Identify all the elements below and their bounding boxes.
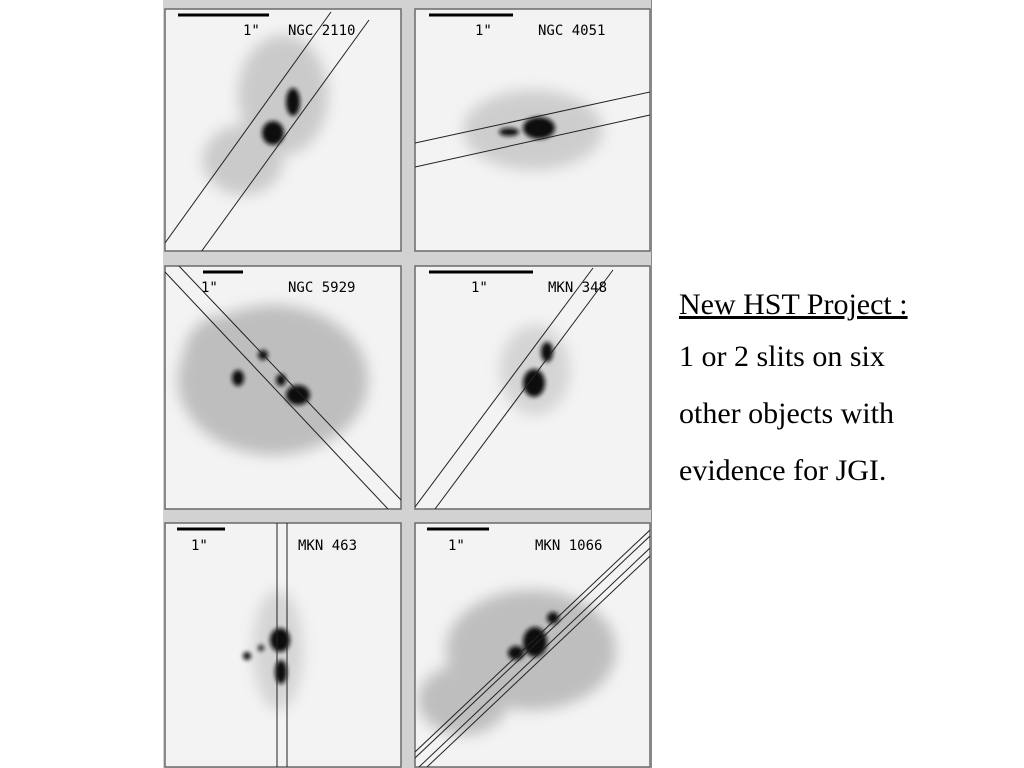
hst-image-mosaic: 1" NGC 2110 1" NGC 4051 bbox=[163, 0, 652, 768]
scale-label: 1" bbox=[448, 538, 465, 554]
object-name-label: NGC 5929 bbox=[288, 280, 355, 296]
scale-label: 1" bbox=[243, 23, 260, 39]
panel-ngc-5929: 1" NGC 5929 bbox=[164, 265, 402, 510]
vertical-divider bbox=[651, 0, 652, 768]
body-line: other objects with bbox=[679, 397, 894, 430]
panel-mkn-1066: 1" MKN 1066 bbox=[414, 522, 651, 768]
panel-mkn-463: 1" MKN 463 bbox=[164, 522, 402, 768]
panel-ngc-2110: 1" NGC 2110 bbox=[164, 8, 402, 252]
slide-heading: New HST Project : bbox=[679, 288, 908, 321]
object-name-label: NGC 4051 bbox=[538, 23, 605, 39]
body-line: 1 or 2 slits on six bbox=[679, 340, 885, 373]
scale-label: 1" bbox=[201, 280, 218, 296]
panel-mkn-348: 1" MKN 348 bbox=[414, 265, 651, 510]
object-name-label: MKN 348 bbox=[548, 280, 607, 296]
object-name-label: MKN 463 bbox=[298, 538, 357, 554]
slide-body: 1 or 2 slits on six other objects with e… bbox=[679, 328, 1009, 499]
panel-ngc-4051: 1" NGC 4051 bbox=[414, 8, 651, 252]
scale-label: 1" bbox=[471, 280, 488, 296]
body-line: evidence for JGI. bbox=[679, 454, 887, 487]
scale-label: 1" bbox=[191, 538, 208, 554]
scale-label: 1" bbox=[475, 23, 492, 39]
object-name-label: NGC 2110 bbox=[288, 23, 355, 39]
slide-text: New HST Project : 1 or 2 slits on six ot… bbox=[679, 282, 1009, 499]
object-name-label: MKN 1066 bbox=[535, 538, 602, 554]
